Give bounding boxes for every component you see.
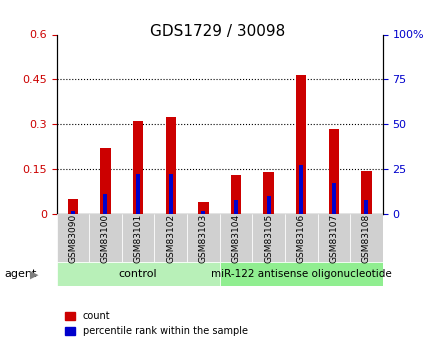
Bar [198,202,208,214]
Bar [349,214,382,262]
Bar [266,196,270,214]
Text: GSM83108: GSM83108 [361,214,370,263]
Bar [263,172,273,214]
Text: GSM83104: GSM83104 [231,214,240,263]
Bar [136,175,140,214]
Bar [230,175,240,214]
Text: GSM83103: GSM83103 [198,214,207,263]
Bar [122,214,154,262]
Text: GSM83102: GSM83102 [166,214,175,263]
Bar [331,184,335,214]
Text: miR-122 antisense oligonucleotide: miR-122 antisense oligonucleotide [210,269,391,279]
Text: ▶: ▶ [30,269,39,279]
Bar [168,175,172,214]
Bar [299,166,302,214]
Bar [56,262,219,286]
Bar [89,214,122,262]
Text: control: control [118,269,157,279]
Text: GSM83101: GSM83101 [133,214,142,263]
Bar [219,214,252,262]
Bar [328,129,338,214]
Text: GDS1729 / 30098: GDS1729 / 30098 [150,24,284,39]
Legend: count, percentile rank within the sample: count, percentile rank within the sample [61,307,251,340]
Bar [317,214,349,262]
Bar [364,199,368,214]
Bar [71,211,75,214]
Bar [165,117,175,214]
Bar [233,199,237,214]
Text: GSM83107: GSM83107 [329,214,338,263]
Bar [187,214,219,262]
Text: GSM83100: GSM83100 [101,214,110,263]
Bar [56,214,89,262]
Bar [219,262,382,286]
Bar [284,214,317,262]
Bar [68,199,78,214]
Bar [361,170,371,214]
Bar [201,211,205,214]
Bar [100,148,110,214]
Text: GSM83090: GSM83090 [68,214,77,263]
Bar [252,214,284,262]
Text: agent: agent [4,269,36,279]
Bar [154,214,187,262]
Bar [133,121,143,214]
Bar [103,194,107,214]
Bar [296,75,306,214]
Text: GSM83106: GSM83106 [296,214,305,263]
Text: GSM83105: GSM83105 [263,214,273,263]
